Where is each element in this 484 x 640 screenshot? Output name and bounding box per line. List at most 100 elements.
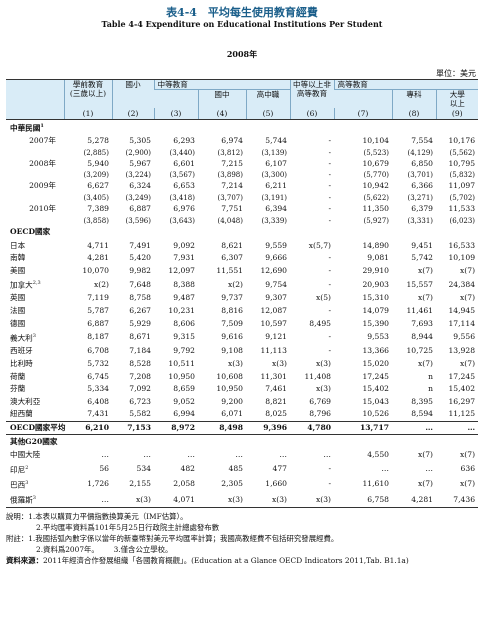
cell: 8,944 <box>411 332 434 342</box>
row-label-text: 其他G20國家 <box>10 437 58 447</box>
footnote-mark: 3 <box>25 480 29 487</box>
note-text: 1.本表以購買力平價指數換算美元（IMF估算）。 <box>28 512 188 522</box>
section-row: 其他G20國家 <box>6 435 478 450</box>
cell: 7,509 <box>221 318 243 328</box>
cell: - <box>328 479 332 489</box>
row-label-text: 巴西 <box>10 480 26 490</box>
row-label: 中華民國1 <box>6 120 478 136</box>
row-label: 2007年 <box>6 135 64 148</box>
cell: (3,331) <box>407 216 434 225</box>
header-cell: 高等教育 <box>333 79 479 90</box>
cell: 6,307 <box>221 253 243 263</box>
cell: - <box>328 181 332 191</box>
cell: n <box>428 371 434 381</box>
cell: … <box>436 420 479 436</box>
cell: 9,307 <box>265 293 288 303</box>
row-label <box>6 193 64 203</box>
cell: 9,553 <box>367 332 390 342</box>
cell: (5,702) <box>449 193 476 202</box>
cell: 10,950 <box>168 371 195 381</box>
cell: - <box>328 306 332 315</box>
cell: 15,020 <box>362 358 390 368</box>
cell: 9,396 <box>246 420 291 436</box>
cell: … <box>381 464 390 474</box>
cell: x(3) <box>290 492 335 509</box>
year: 2008年 <box>226 49 258 59</box>
cell: 7,491 <box>129 240 151 250</box>
cell: 10,679 <box>362 158 390 168</box>
cell: 8,388 <box>173 279 195 289</box>
data-row: 比利時 5,732 8,528 10,511 x(3) x(3) x(3) 15,020 x(7… <box>6 358 478 371</box>
cell: 6,769 <box>309 396 332 406</box>
cell: x(2) <box>93 279 109 289</box>
cell: 7,119 <box>87 293 109 303</box>
row-label-text: 法國 <box>10 306 26 315</box>
cell: 6,850 <box>411 158 434 168</box>
column-number: (2) <box>111 108 154 120</box>
row-label: 2010年 <box>6 203 64 216</box>
note-text: 2011年經濟合作發展組織「各國教育概觀」。(Education at a Gl… <box>42 556 409 566</box>
column-number: (6) <box>289 108 335 120</box>
data-row: 2010年 7,389 6,887 6,976 7,751 6,394 - 11,350 6,3… <box>6 203 478 216</box>
sub-row: (3,858) (3,596) (3,643) (4,048) (3,339) - (5,9… <box>6 216 478 226</box>
unit: 單位：美元 <box>436 69 476 78</box>
cell: 6,379 <box>411 203 434 213</box>
cell: x(7) <box>460 358 476 368</box>
cell: 17,114 <box>448 318 476 328</box>
cell: 6,887 <box>87 318 109 328</box>
cell: 20,903 <box>362 279 390 289</box>
row-label-text: OECD國家 <box>10 227 51 237</box>
cell: x(3) <box>112 492 154 509</box>
cell: 11,125 <box>448 409 476 419</box>
cell: (3,339) <box>261 216 288 225</box>
row-label-text: 中國大陸 <box>10 450 41 460</box>
row-label-text: 澳大利亞 <box>10 396 41 406</box>
row-label: 德國 <box>6 318 64 331</box>
cell: … <box>235 450 243 460</box>
cell: 9,315 <box>173 332 195 342</box>
data-row: 俄羅斯3… x(3) 4,071 x(3) x(3) x(3) 6,758 4,281 7,43… <box>6 492 479 509</box>
cell: 485 <box>228 464 244 474</box>
cell: 9,052 <box>173 396 195 406</box>
data-row: 英國 7,119 8,758 9,487 9,737 9,307 x(5) 15,310 x(7… <box>6 292 478 305</box>
cell: 11,113 <box>260 346 288 356</box>
cell: 9,081 <box>367 253 390 263</box>
cell: 9,108 <box>221 346 243 356</box>
cell: 7,214 <box>221 181 243 191</box>
cell: 6,394 <box>265 203 288 213</box>
cell: 6,745 <box>87 371 109 381</box>
cell: … <box>425 464 434 474</box>
cell: 15,043 <box>362 396 390 406</box>
cell: 14,890 <box>362 240 390 250</box>
cell: 4,780 <box>290 420 335 436</box>
cell: (3,701) <box>407 171 434 180</box>
footnote-mark: 3 <box>32 495 36 502</box>
cell: 9,121 <box>265 332 288 342</box>
data-row: 德國 6,887 5,929 8,606 7,509 10,597 8,495 15,390 7… <box>6 318 478 331</box>
data-row: 法國 5,787 6,267 10,231 8,816 12,087 - 14,079 11,4… <box>6 305 478 318</box>
cell: - <box>328 332 332 342</box>
cell: 8,796 <box>309 409 332 419</box>
header-cell <box>154 89 198 108</box>
row-label-text: 日本 <box>10 240 26 250</box>
cell: 6,210 <box>64 420 112 436</box>
cell: 8,594 <box>411 409 434 419</box>
cell: - <box>328 279 332 289</box>
cell: 15,402 <box>448 384 476 394</box>
cell: 8,187 <box>87 332 109 342</box>
cell: (3,405) <box>83 193 109 202</box>
cell: x(3) <box>271 358 288 368</box>
footnote-mark: 1 <box>40 123 44 129</box>
cell: x(7) <box>460 265 476 275</box>
data-row: 美國 10,070 9,982 12,097 11,551 12,690 - 29,910 x(… <box>6 265 478 278</box>
cell: x(7) <box>417 293 434 303</box>
row-label: 俄羅斯3 <box>6 492 64 509</box>
cell: 10,109 <box>448 253 476 263</box>
cell: 7,931 <box>173 253 195 263</box>
row-label-text: 印尼 <box>10 465 26 475</box>
cell: 2,155 <box>129 479 151 489</box>
row-label-text: 2008年 <box>29 158 56 168</box>
cell: (5,832) <box>449 171 476 180</box>
row-label: 比利時 <box>6 358 64 371</box>
